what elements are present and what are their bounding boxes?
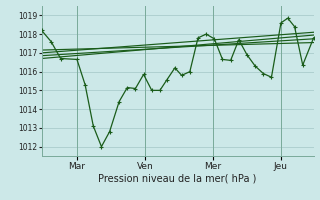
X-axis label: Pression niveau de la mer( hPa ): Pression niveau de la mer( hPa )	[99, 173, 257, 183]
